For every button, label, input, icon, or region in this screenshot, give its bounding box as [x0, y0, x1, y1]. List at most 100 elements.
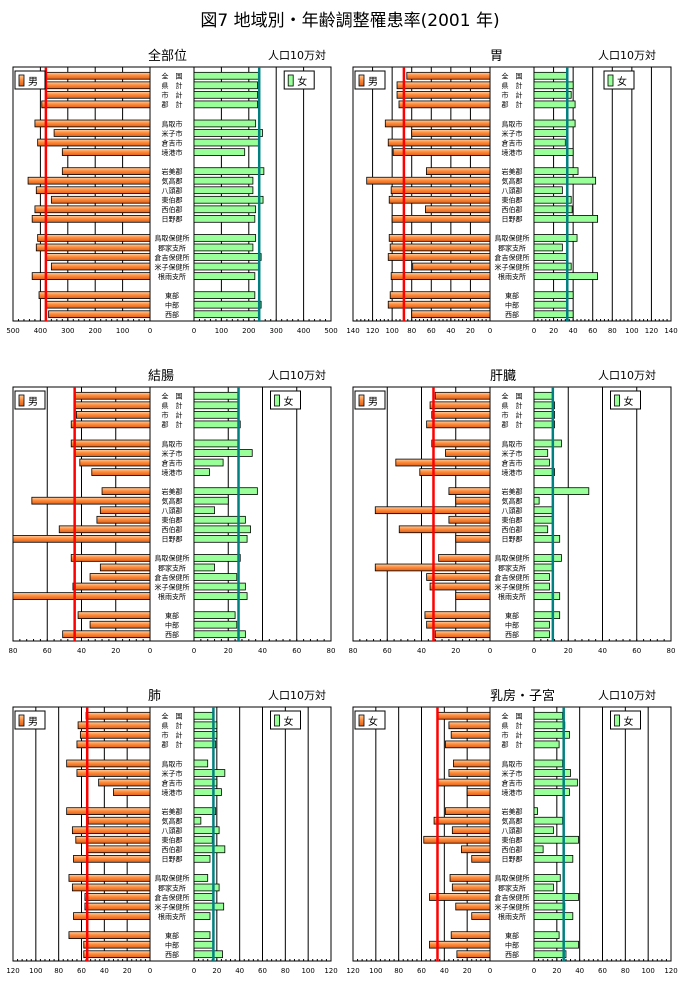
bar-right — [533, 845, 544, 854]
bar-left — [388, 234, 491, 242]
category-label: 八頭郡 — [502, 187, 523, 195]
category-label: 市 計 — [162, 91, 183, 100]
bar-left — [75, 411, 151, 419]
bar-right — [193, 205, 257, 214]
bar-right — [193, 496, 229, 505]
tick-label: 100 — [215, 327, 228, 335]
category-label: 米子市 — [162, 129, 183, 138]
bar-right — [533, 487, 590, 495]
bar-left — [91, 468, 151, 476]
tick-label: 0 — [148, 967, 152, 975]
bar-left — [387, 138, 491, 147]
category-label: 倉吉保健所 — [155, 573, 190, 582]
bar-right — [193, 893, 214, 901]
bar-left — [66, 807, 151, 815]
chart-svg: 0 0 20 20 40 40 60 60 80 80 全 国県 計市 計郡 計鳥取市米子市倉吉市境… — [349, 386, 676, 655]
bar-left — [387, 300, 491, 309]
tick-label: 0 — [192, 327, 196, 335]
tick-label: 40 — [77, 647, 86, 655]
bar-left — [450, 731, 491, 739]
bar-left — [99, 563, 151, 572]
bar-left — [412, 262, 491, 271]
bar-left — [429, 940, 491, 949]
bar-right — [193, 731, 218, 739]
bar-left — [70, 420, 151, 429]
bar-left — [429, 582, 491, 591]
tick-label: 80 — [667, 647, 676, 655]
bar-left — [455, 535, 491, 543]
tick-label: 60 — [417, 967, 426, 975]
figure-title: 図7 地域別・年齢調整罹患率(2001 年) — [200, 11, 500, 31]
chart-svg: 0 0 20 20 40 40 60 60 80 80 100 100 120 120 全 国県 計市 計郡… — [6, 706, 338, 975]
category-label: 鳥取保健所 — [155, 874, 190, 883]
bar-right — [193, 525, 251, 534]
unit-label: 人口10万対 — [598, 689, 656, 702]
chart-panel: 結腸 人口10万対 0 0 20 20 40 40 60 60 80 80 全 国県 計市 計郡 計鳥取… — [0, 365, 340, 685]
bar-left — [431, 439, 491, 448]
bar-left — [391, 215, 491, 223]
bar-right — [193, 310, 259, 319]
category-label: 鳥取市 — [162, 439, 183, 448]
bar-right — [193, 468, 210, 476]
category-label: 根雨支所 — [498, 592, 526, 601]
legend-label: 男 — [28, 716, 38, 728]
category-label: 郡 計 — [502, 100, 523, 109]
legend-left: 男 — [14, 70, 46, 90]
category-label: 気高郡 — [162, 816, 183, 825]
tick-label: 80 — [394, 967, 403, 975]
bar-left — [453, 759, 491, 768]
bar-left — [98, 778, 151, 787]
bar-left — [398, 525, 491, 534]
bar-right — [533, 176, 597, 185]
legend-right: 女 — [283, 70, 315, 90]
bar-right — [533, 912, 574, 920]
bar-right — [533, 496, 540, 505]
bar-right — [193, 234, 257, 242]
bar-right — [533, 563, 554, 572]
category-label: 岩美郡 — [502, 487, 523, 496]
tick-label: 100 — [641, 967, 654, 975]
tick-label: 20 — [549, 327, 558, 335]
category-label: 米子市 — [502, 129, 523, 138]
bar-left — [466, 788, 491, 796]
bar-left — [426, 620, 491, 629]
legend-left: 男 — [14, 710, 46, 730]
bar-left — [50, 195, 151, 204]
bar-left — [395, 458, 491, 467]
legend-right: 女 — [603, 70, 635, 90]
tick-label: 60 — [588, 327, 597, 335]
category-label: 中部 — [165, 940, 179, 949]
chart-svg: 0 0 20 20 40 40 60 60 80 80 100 100 120 120 全 国県 計市 計郡… — [346, 706, 678, 975]
category-label: 県 計 — [502, 401, 523, 410]
category-label: 県 計 — [162, 81, 183, 90]
category-label: 米子市 — [502, 769, 523, 778]
bar-left — [89, 620, 151, 629]
bar-right — [533, 711, 563, 720]
tick-label: 140 — [664, 327, 677, 335]
category-label: 全 国 — [502, 712, 523, 721]
bar-right — [193, 300, 262, 309]
bar-right — [533, 186, 563, 195]
tick-label: 0 — [488, 647, 492, 655]
bar-right — [533, 630, 550, 639]
bar-left — [34, 119, 151, 128]
category-label: 市 計 — [162, 731, 183, 740]
bar-left — [384, 119, 491, 128]
bar-left — [448, 487, 491, 495]
legend-swatch-orange — [358, 74, 365, 87]
bar-right — [193, 931, 211, 939]
bar-right — [533, 468, 555, 476]
category-label: 市 計 — [502, 91, 523, 100]
category-label: 鳥取保健所 — [495, 234, 530, 243]
bar-right — [193, 563, 215, 572]
tick-label: 60 — [598, 967, 607, 975]
category-label: 鳥取保健所 — [495, 874, 530, 883]
bar-right — [533, 91, 572, 99]
tick-label: 60 — [292, 647, 301, 655]
bar-right — [193, 215, 256, 223]
category-label: 郡家支所 — [498, 563, 526, 572]
bar-right — [193, 411, 239, 419]
bar-left — [445, 807, 491, 815]
category-label: 郡家支所 — [158, 563, 186, 572]
legend-swatch-orange — [358, 714, 365, 727]
